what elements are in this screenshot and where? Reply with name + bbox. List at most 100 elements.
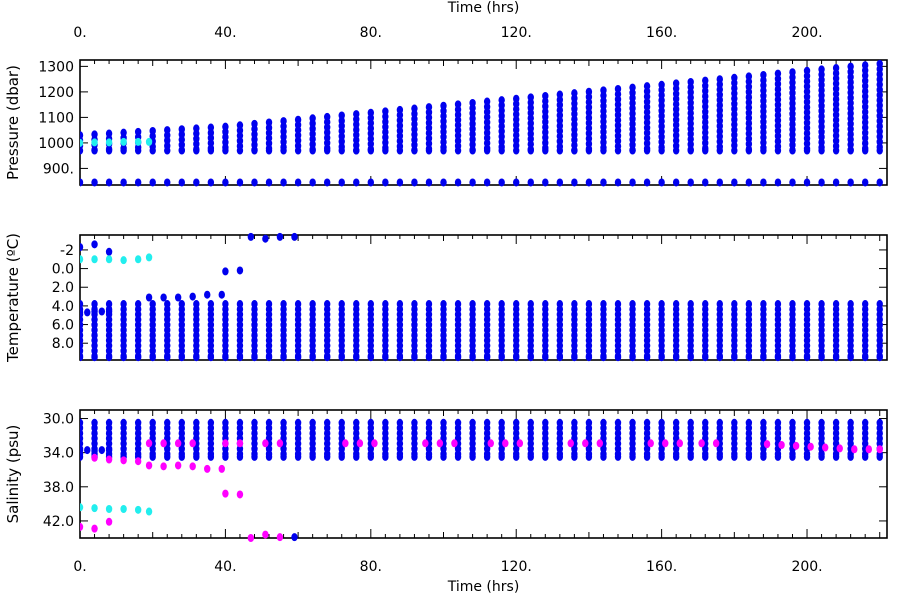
data-point (411, 452, 418, 461)
data-point (251, 353, 258, 362)
data-point (80, 503, 84, 512)
data-point (120, 456, 127, 465)
data-point (865, 445, 873, 454)
data-point (876, 353, 883, 362)
data-point (338, 178, 345, 187)
data-point (91, 353, 98, 362)
data-point (483, 452, 491, 461)
data-point (716, 146, 723, 155)
data-point (629, 353, 636, 362)
data-point (585, 452, 593, 461)
data-point (876, 445, 883, 454)
data-point (105, 455, 113, 464)
data-point (454, 146, 462, 155)
data-point (204, 290, 211, 299)
data-point (84, 308, 91, 317)
data-point (134, 146, 142, 155)
data-point (731, 146, 738, 155)
data-point (411, 353, 418, 362)
data-point (422, 439, 429, 448)
data-point (658, 178, 665, 187)
data-point (614, 353, 622, 362)
data-point (91, 453, 98, 462)
data-point (818, 353, 825, 362)
data-point (236, 146, 244, 155)
data-point (145, 439, 153, 448)
data-point (483, 353, 491, 362)
data-point (614, 452, 622, 461)
data-point (105, 517, 113, 526)
data-point (542, 178, 549, 187)
data-point (803, 452, 811, 461)
data-point (498, 353, 505, 362)
data-point (789, 452, 796, 461)
data-point (105, 255, 113, 264)
data-point (516, 439, 524, 448)
data-point (120, 146, 127, 155)
data-point (276, 232, 284, 241)
data-point (469, 353, 476, 362)
data-point (818, 452, 825, 461)
time-tick-label-top: 200. (791, 25, 822, 41)
data-point (585, 146, 593, 155)
data-point (712, 439, 720, 448)
data-point (291, 533, 298, 542)
data-point (542, 146, 549, 155)
data-point (527, 452, 534, 461)
data-point (338, 452, 345, 461)
data-point (629, 178, 636, 187)
data-point (134, 353, 142, 362)
data-point (745, 452, 753, 461)
data-point (134, 505, 142, 514)
data-point (91, 524, 98, 533)
data-point (454, 178, 462, 187)
data-point (716, 452, 723, 461)
time-tick-label-bottom: 200. (791, 559, 822, 575)
data-point (498, 146, 505, 155)
data-point (262, 530, 269, 539)
data-point (222, 178, 229, 187)
data-point (222, 267, 229, 276)
data-point (105, 353, 113, 362)
data-point (778, 440, 785, 449)
data-point (323, 146, 331, 155)
data-point (276, 439, 284, 448)
data-point (571, 452, 578, 461)
data-point (174, 293, 182, 302)
data-point (145, 293, 153, 302)
data-point (91, 307, 98, 316)
data-point (342, 439, 349, 448)
data-point (760, 353, 767, 362)
data-point (542, 452, 549, 461)
data-point (189, 292, 196, 301)
data-point (80, 255, 84, 264)
data-point (440, 178, 447, 187)
data-point (276, 533, 284, 542)
data-point (91, 138, 98, 147)
data-point (698, 439, 705, 448)
data-point (265, 178, 273, 187)
data-point (193, 353, 200, 362)
data-point (513, 178, 520, 187)
data-point (643, 353, 651, 362)
data-point (440, 353, 447, 362)
data-point (629, 452, 636, 461)
data-point (629, 146, 636, 155)
data-point (149, 452, 156, 461)
data-point (662, 439, 669, 448)
data-point (218, 290, 225, 299)
data-point (251, 178, 258, 187)
data-point (687, 146, 694, 155)
data-point (396, 146, 404, 155)
data-point (861, 452, 869, 461)
y-tick-label: 2.0 (52, 280, 74, 296)
data-point (411, 146, 418, 155)
data-point (716, 353, 723, 362)
y-axis-title: Temperature (ºC) (4, 233, 22, 363)
data-point (396, 353, 404, 362)
data-point (436, 439, 444, 448)
data-point (120, 353, 127, 362)
data-point (247, 232, 255, 241)
data-point (803, 178, 811, 187)
